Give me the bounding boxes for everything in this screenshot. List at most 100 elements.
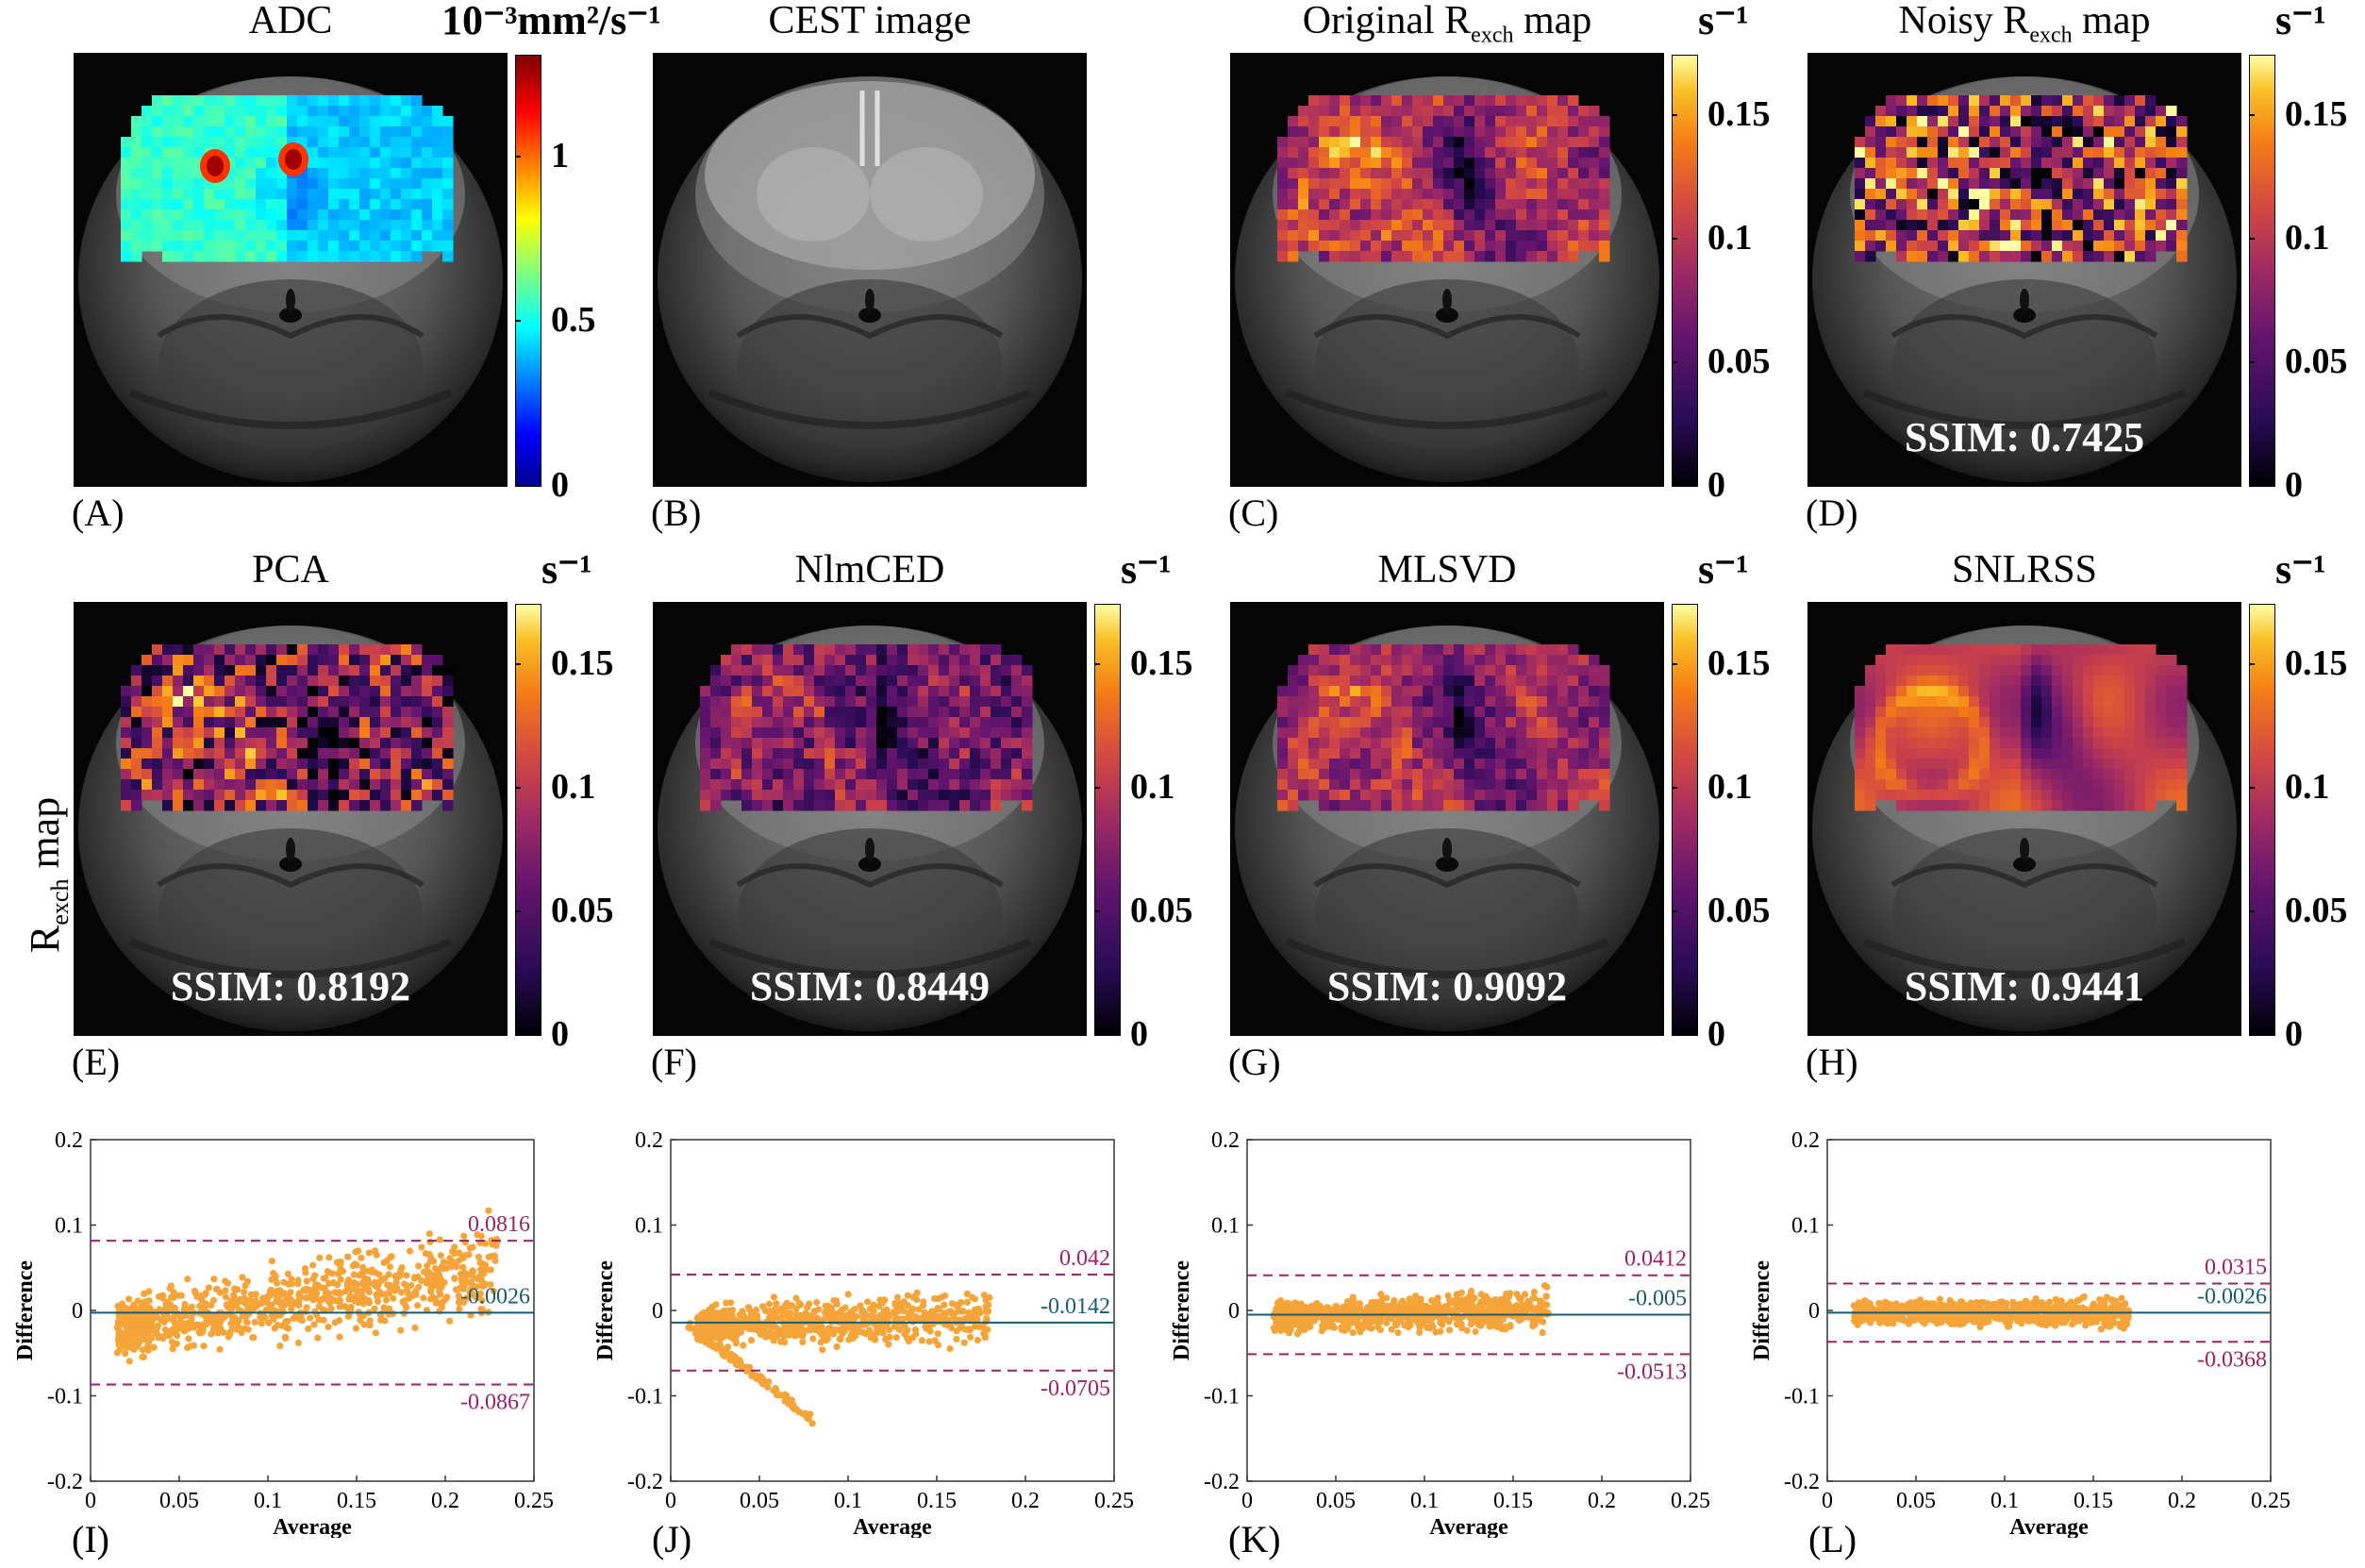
panel-label-d: (D) [1806, 492, 1858, 534]
scatter-point [1971, 1313, 1978, 1321]
scatter-point [908, 1334, 917, 1342]
scatter-point [797, 1311, 805, 1319]
scatter-point [918, 1337, 925, 1344]
scatter-point [287, 1289, 294, 1296]
scatter-point [739, 1308, 746, 1315]
y-tick-label: 0 [652, 1299, 663, 1324]
colorbar-tick-mark [1672, 237, 1677, 240]
y-tick-label: 0.2 [635, 1128, 663, 1153]
scatter-point [472, 1293, 479, 1301]
scatter-point [726, 1356, 734, 1363]
bland-altman-plot-k: 0.0412 -0.005 -0.0513 0 0.05 0.1 0.15 0.2 0.25 0.… [1157, 1102, 1732, 1543]
scatter-point [2124, 1311, 2132, 1320]
scatter-point [360, 1321, 368, 1328]
scatter-point [960, 1339, 968, 1346]
scatter-point [904, 1326, 911, 1334]
scatter-point [2080, 1293, 2088, 1300]
ssim-value: SSIM: 0.9092 [1326, 963, 1568, 1009]
scatter-point [277, 1301, 285, 1309]
colorbar-tick-mark [515, 485, 521, 487]
scatter-point [724, 1307, 732, 1314]
scatter-point [439, 1279, 446, 1287]
scatter-point [398, 1289, 406, 1296]
scatter-point [727, 1299, 735, 1307]
scatter-point [885, 1341, 892, 1348]
scatter-point [302, 1269, 309, 1276]
scatter-point [258, 1320, 265, 1327]
scatter-point [318, 1284, 325, 1292]
colorbar-tick-mark [2249, 237, 2255, 240]
scatter-point [230, 1316, 238, 1324]
scatter-point [848, 1308, 856, 1315]
scatter-point [864, 1298, 872, 1306]
scatter-point [833, 1343, 841, 1350]
scatter-point [1890, 1311, 1898, 1320]
scatter-point [172, 1320, 179, 1327]
scatter-point [740, 1342, 747, 1349]
colorbar-tick-mark [2249, 662, 2255, 665]
scatter-point [1389, 1303, 1396, 1310]
y-tick-label: -0.2 [627, 1470, 663, 1494]
scatter-point [1529, 1318, 1537, 1326]
scatter-point [712, 1301, 720, 1309]
scatter-point [408, 1281, 415, 1290]
scatter-point [1388, 1326, 1395, 1333]
scatter-point [931, 1294, 939, 1302]
scatter-point [2003, 1299, 2010, 1308]
scatter-point [152, 1329, 159, 1337]
scatter-point [163, 1327, 171, 1335]
scatter-point [1508, 1304, 1517, 1311]
scatter-point [963, 1290, 971, 1297]
scatter-point [815, 1317, 823, 1326]
scatter-point [697, 1337, 705, 1344]
scatter-point [372, 1329, 379, 1337]
scatter-point [184, 1343, 192, 1352]
scatter-point [141, 1329, 148, 1337]
scatter-point [898, 1303, 906, 1310]
scatter-point [1523, 1306, 1530, 1313]
scatter-point [1383, 1319, 1391, 1326]
scatter-point [1282, 1326, 1290, 1334]
scatter-point [911, 1326, 920, 1334]
scatter-point [841, 1304, 849, 1311]
scatter-point [827, 1329, 835, 1337]
scatter-point [781, 1302, 789, 1309]
scatter-point [1391, 1320, 1399, 1327]
scatter-point [708, 1342, 716, 1349]
upper-loa-label: 0.0412 [1624, 1247, 1687, 1272]
scatter-point [448, 1257, 456, 1264]
scatter-point [714, 1326, 722, 1334]
x-tick-label: 0.05 [1896, 1489, 1936, 1513]
scatter-point [859, 1307, 867, 1314]
scatter-point [706, 1315, 713, 1323]
scatter-point [436, 1287, 443, 1295]
y-tick-label: -0.2 [1204, 1470, 1240, 1494]
colorbar-tick-mark [1094, 786, 1100, 789]
scatter-point [2113, 1301, 2121, 1309]
scatter-point [2089, 1303, 2096, 1310]
scatter-point [1855, 1313, 1862, 1321]
scatter-point [125, 1295, 133, 1303]
scatter-point [440, 1259, 447, 1266]
colorbar-unit: s⁻¹ [2275, 546, 2326, 592]
lower-loa-label: -0.0705 [1041, 1376, 1110, 1401]
panel-title-b: CEST image [768, 0, 972, 42]
scatter-point [1301, 1322, 1308, 1329]
colorbar-tick-mark [1672, 113, 1677, 116]
scatter-point [868, 1314, 875, 1322]
scatter-point [941, 1301, 948, 1309]
x-tick-label: 0.15 [1493, 1489, 1533, 1513]
scatter-point [1349, 1301, 1357, 1309]
scatter-point [2036, 1314, 2043, 1322]
image-panel-g [1230, 602, 1664, 1036]
scatter-point [480, 1270, 488, 1277]
scatter-point [356, 1296, 363, 1304]
bland-altman-plot-j: 0.042 -0.0142 -0.0705 0 0.05 0.1 0.15 0.2 0.25 0.… [580, 1102, 1156, 1543]
colorbar-tick-label: 0.1 [2285, 217, 2330, 258]
upper-loa-label: 0.0315 [2205, 1255, 2267, 1279]
scatter-point [706, 1323, 714, 1330]
colorbar-tick-label: 0.15 [1707, 93, 1771, 134]
scatter-point [213, 1285, 221, 1293]
scatter-point [856, 1326, 863, 1334]
mean-label: -0.005 [1628, 1287, 1687, 1311]
